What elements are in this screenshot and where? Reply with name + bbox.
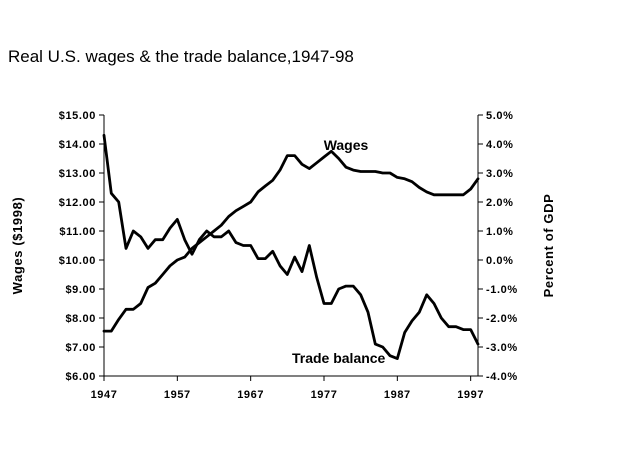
- right-tick-label: 3.0%: [486, 168, 513, 180]
- right-tick-label: -1.0%: [486, 284, 518, 296]
- wages-series-line: [102, 149, 480, 333]
- series-annotations: Wages Trade balance: [292, 137, 386, 366]
- chart-axes: $6.00 $7.00 $8.00 $9.00 $10.00 $11.00 $12.00 $1…: [10, 110, 556, 401]
- left-tick-label: $11.00: [59, 226, 96, 238]
- wages-label: Wages: [324, 137, 369, 153]
- left-tick-label: $15.00: [59, 110, 96, 122]
- right-tick-label: 5.0%: [486, 110, 513, 122]
- left-tick-label: $9.00: [65, 284, 96, 296]
- x-tick-label: 1957: [164, 389, 191, 401]
- left-tick-label: $14.00: [59, 139, 96, 151]
- x-tick-label: 1967: [237, 389, 264, 401]
- x-tick-label: 1987: [384, 389, 411, 401]
- left-tick-label: $12.00: [59, 197, 96, 209]
- right-tick-label: 2.0%: [486, 197, 513, 209]
- right-tick-label: -3.0%: [486, 342, 518, 354]
- chart-title: Real U.S. wages & the trade balance,1947…: [8, 47, 354, 66]
- x-tick-label: 1997: [457, 389, 484, 401]
- trade-balance-label: Trade balance: [292, 350, 386, 366]
- x-tick-label: 1977: [311, 389, 338, 401]
- left-tick-label: $6.00: [65, 371, 96, 383]
- left-axis-title: Wages ($1998): [10, 197, 25, 295]
- right-tick-label: -2.0%: [486, 313, 518, 325]
- left-tick-label: $8.00: [65, 313, 96, 325]
- trade-balance-series-line: [102, 133, 480, 361]
- right-tick-label: -4.0%: [486, 371, 518, 383]
- left-tick-label: $13.00: [59, 168, 96, 180]
- right-tick-label: 4.0%: [486, 139, 513, 151]
- plot-lines: [102, 133, 480, 361]
- right-axis-title: Percent of GDP: [541, 194, 556, 298]
- right-tick-label: 0.0%: [486, 255, 513, 267]
- right-tick-label: 1.0%: [486, 226, 513, 238]
- left-tick-label: $10.00: [59, 255, 96, 267]
- x-tick-label: 1947: [91, 389, 118, 401]
- left-tick-label: $7.00: [65, 342, 96, 354]
